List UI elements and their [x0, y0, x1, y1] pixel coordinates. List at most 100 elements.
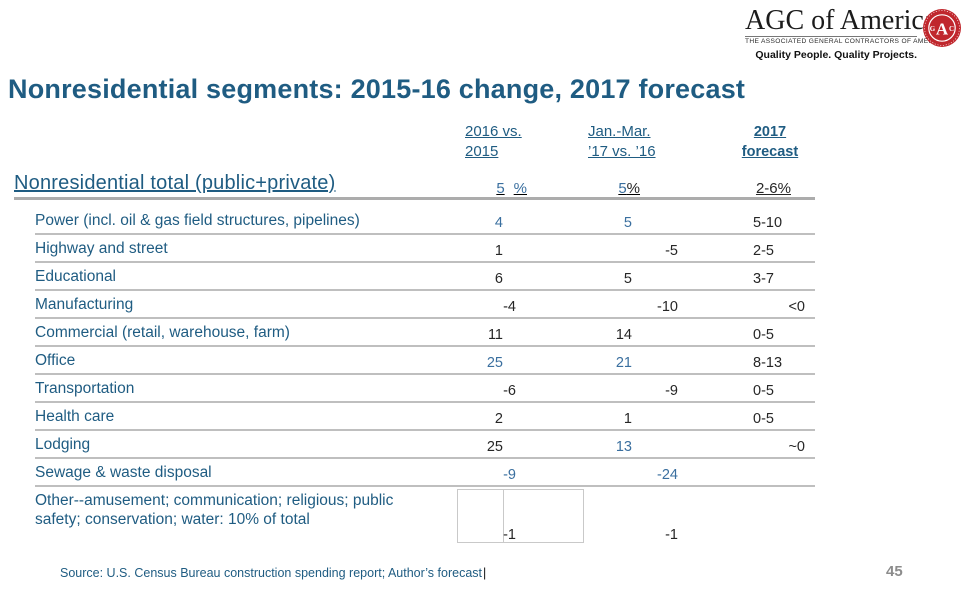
cell-value: 5-10: [753, 215, 783, 231]
column-header-line: 2017: [753, 124, 787, 140]
cell-value: 5: [623, 271, 632, 287]
total-value-jan-mar: 5%: [560, 180, 640, 197]
total-value-2017-forecast: 2-6%: [755, 180, 791, 197]
svg-text:A: A: [936, 20, 949, 39]
cell-value: <0: [788, 299, 805, 315]
cell-value: 0-5: [753, 383, 774, 399]
cell-value: 3-7: [753, 271, 774, 287]
cell-value: 2: [494, 411, 503, 427]
cell-value: 0-5: [753, 411, 774, 427]
cell-jan-mar-17-vs-16: -5: [516, 235, 678, 261]
cell-2017-forecast: 0-5: [678, 319, 815, 345]
cell-value: 5: [623, 215, 632, 231]
cell-value: 25: [486, 355, 503, 371]
row-label: Health care: [35, 408, 115, 425]
row-label: Commercial (retail, warehouse, farm): [35, 324, 290, 341]
cell-2016-vs-2015: 25: [437, 347, 516, 373]
row-label: Other--amusement; communication; religio…: [35, 492, 394, 528]
svg-text:C: C: [949, 25, 954, 33]
page-number: 45: [886, 563, 903, 580]
source-note[interactable]: Source: U.S. Census Bureau construction …: [60, 566, 486, 580]
agc-logo: AGC of America THE ASSOCIATED GENERAL CO…: [745, 7, 962, 61]
cell-value: 25: [486, 439, 503, 455]
segments-table: Power (incl. oil & gas field structures,…: [35, 207, 815, 545]
cell-2017-forecast: 8-13: [678, 347, 815, 373]
text-caret: |: [483, 566, 487, 580]
cell-value: -6: [503, 383, 516, 399]
table-row: Commercial (retail, warehouse, farm) 11 14…: [35, 319, 815, 347]
column-header-jan-mar-17-vs-16: Jan.-Mar. ’17 vs. ’16: [588, 122, 656, 162]
cell-2017-forecast: [678, 487, 815, 545]
cell-value: -4: [503, 299, 516, 315]
total-value-2016-vs-2015: 5%: [437, 180, 527, 197]
table-row: Transportation -6 -9 0-5: [35, 375, 815, 403]
table-row: Highway and street 1 -5 2-5: [35, 235, 815, 263]
cell-value: 11: [487, 327, 503, 343]
logo-subtitle: THE ASSOCIATED GENERAL CONTRACTORS OF AM…: [745, 36, 946, 45]
row-label: Highway and street: [35, 240, 168, 257]
column-header-line: 2015: [465, 143, 499, 160]
cell-value: 1: [623, 411, 632, 427]
table-row: Other--amusement; communication; religio…: [35, 487, 815, 545]
cell-value: -1: [665, 527, 678, 543]
table-row: Office 25 21 8-13: [35, 347, 815, 375]
cell-jan-mar-17-vs-16: 21: [516, 347, 678, 373]
cell-2016-vs-2015: 6: [437, 263, 516, 289]
table-row: Manufacturing -4 -10 <0: [35, 291, 815, 319]
cell-jan-mar-17-vs-16: 1: [516, 403, 678, 429]
cell-2017-forecast: 2-5: [678, 235, 815, 261]
cell-jan-mar-17-vs-16: -10: [516, 291, 678, 317]
total-value-number: 5: [618, 180, 627, 197]
cell-2016-vs-2015: 4: [437, 207, 516, 233]
cell-jan-mar-17-vs-16: 13: [516, 431, 678, 457]
agc-seal-icon: A G C: [923, 9, 961, 47]
cell-value: 13: [615, 439, 632, 455]
cell-value: 2-5: [753, 243, 774, 259]
column-header-line: Jan.-Mar.: [588, 123, 651, 140]
cell-2016-vs-2015: 2: [437, 403, 516, 429]
table-row: Health care 2 1 0-5: [35, 403, 815, 431]
row-label: Lodging: [35, 436, 91, 453]
selected-cell-box[interactable]: [457, 489, 584, 543]
column-header-line: ’17 vs. ’16: [588, 143, 656, 160]
cell-value: 1: [494, 243, 503, 259]
logo-tagline: Quality People. Quality Projects.: [755, 49, 917, 61]
cell-2016-vs-2015: 1: [437, 235, 516, 261]
cell-value: ~0: [788, 439, 805, 455]
logo-wordmark: AGC of America: [745, 5, 937, 36]
cell-value: -5: [665, 243, 678, 259]
cell-jan-mar-17-vs-16: -1: [516, 487, 678, 545]
cell-value: 4: [494, 215, 503, 231]
cell-divider: [503, 490, 504, 542]
cell-value: -1: [503, 527, 516, 543]
cell-2017-forecast: <0: [678, 291, 815, 317]
cell-2016-vs-2015: -1: [437, 487, 516, 545]
cell-jan-mar-17-vs-16: -24: [516, 459, 678, 485]
cell-jan-mar-17-vs-16: 5: [516, 207, 678, 233]
total-value-number: 5: [496, 180, 505, 197]
cell-2016-vs-2015: -6: [437, 375, 516, 401]
table-row: Lodging 25 13 ~0: [35, 431, 815, 459]
cell-value: 14: [615, 327, 632, 343]
column-header-line: 2016 vs.: [465, 123, 522, 140]
cell-value: -9: [665, 383, 678, 399]
row-label: Educational: [35, 268, 117, 285]
cell-value: -24: [657, 467, 678, 483]
cell-value: 6: [494, 271, 503, 287]
cell-value: -10: [657, 299, 678, 315]
cell-2017-forecast: ~0: [678, 431, 815, 457]
column-header-2016-vs-2015: 2016 vs. 2015: [465, 122, 522, 162]
row-label: Power (incl. oil & gas field structures,…: [35, 212, 360, 229]
row-label: Manufacturing: [35, 296, 134, 313]
cell-2016-vs-2015: 11: [437, 319, 516, 345]
source-text: Source: U.S. Census Bureau construction …: [60, 566, 482, 580]
cell-2017-forecast: [678, 459, 815, 485]
cell-2017-forecast: 0-5: [678, 403, 815, 429]
column-header-2017-forecast: 2017 forecast: [715, 122, 825, 162]
row-label: Transportation: [35, 380, 135, 397]
cell-2017-forecast: 5-10: [678, 207, 815, 233]
cell-2016-vs-2015: -9: [437, 459, 516, 485]
table-row: Sewage & waste disposal -9 -24: [35, 459, 815, 487]
svg-text:G: G: [930, 25, 936, 33]
